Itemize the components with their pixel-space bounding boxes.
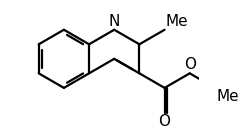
Text: Me: Me <box>166 14 188 29</box>
Text: O: O <box>159 114 171 129</box>
Text: Me: Me <box>216 89 239 104</box>
Text: O: O <box>184 57 196 72</box>
Text: N: N <box>108 14 120 29</box>
